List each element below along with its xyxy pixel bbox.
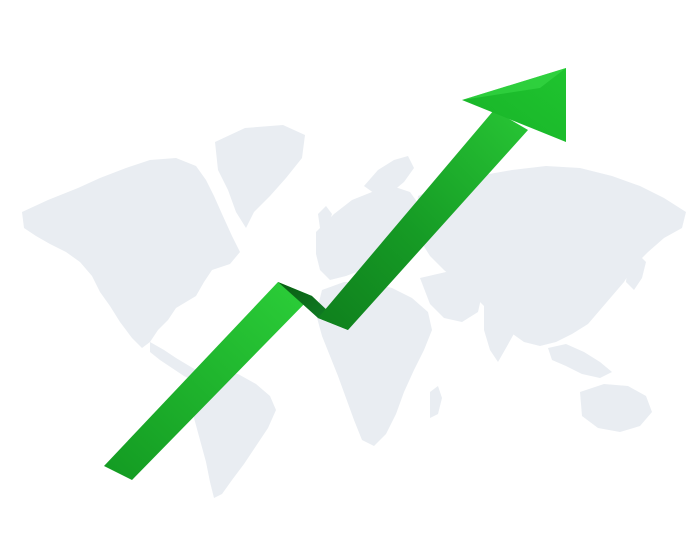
arrowhead-highlight xyxy=(462,68,566,100)
map-madagascar xyxy=(430,386,442,418)
map-south-america xyxy=(190,372,276,498)
map-india xyxy=(484,298,520,362)
map-australia xyxy=(580,384,652,432)
arrow-upper-segment xyxy=(318,110,528,330)
map-north-america xyxy=(22,158,240,348)
map-japan xyxy=(626,254,646,290)
world-map xyxy=(22,125,686,498)
arrow-lower-segment xyxy=(104,282,312,480)
map-southeast-asia xyxy=(548,344,612,378)
growth-arrow xyxy=(104,68,566,480)
map-uk xyxy=(318,206,332,228)
map-scandinavia xyxy=(364,156,414,196)
map-asia xyxy=(416,166,686,346)
map-greenland xyxy=(215,125,305,228)
map-central-america xyxy=(150,342,204,382)
map-europe xyxy=(316,186,420,280)
